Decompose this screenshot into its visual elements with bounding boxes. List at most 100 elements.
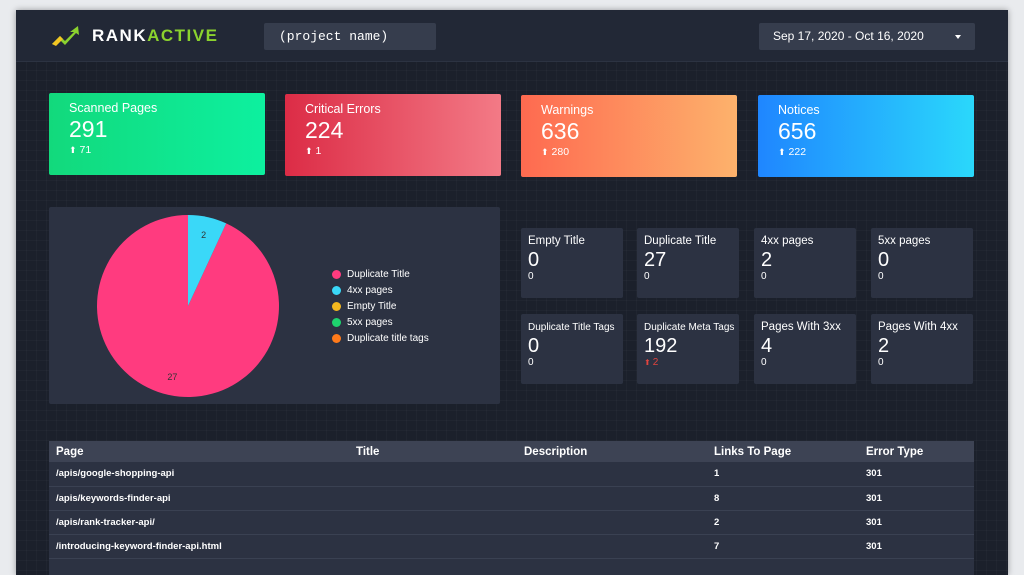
stat-card-critical-errors[interactable]: Critical Errors 224 ⬆ 1 [285,94,501,176]
legend-label: 4xx pages [347,285,393,297]
metric-sub: 0 [878,271,884,282]
metric-label: 4xx pages [761,235,814,247]
pages-table-panel: Page Title Description Links To Page Err… [49,441,974,575]
metric-value: 0 [878,249,890,271]
cell-description [517,510,707,535]
metric-sub: 0 [878,357,884,368]
legend-swatch [332,286,341,296]
stat-delta: ⬆ 280 [541,146,737,158]
cell-page[interactable]: /apis/google-shopping-api [49,462,349,487]
column-header-page[interactable]: Page [49,441,349,462]
metric-value: 27 [644,249,667,271]
stat-value: 291 [69,116,108,142]
metric-value: 0 [528,249,540,271]
cell-title [349,534,517,559]
stat-label: Warnings [541,103,594,117]
arrow-up-icon: ⬆ [778,147,786,157]
pie-legend: Duplicate Title 4xx pages Empty Title 5xx p… [332,267,429,346]
column-header-description[interactable]: Description [517,441,707,462]
metric-pages-with-3xx[interactable]: Pages With 3xx 4 0 [754,314,856,384]
metric-value: 192 [644,335,678,357]
metric-sub: 0 [761,271,767,282]
cell-page[interactable]: /apis/rank-tracker-api/ [49,510,349,535]
arrow-up-icon: ⬆ [644,358,651,367]
issues-pie-chart-panel: 27 2 Duplicate Title 4xx pages Empty Title 5… [49,207,500,404]
legend-label: 5xx pages [347,316,393,328]
legend-label: Duplicate Title [347,269,410,281]
cell-description [517,534,707,559]
stat-label: Critical Errors [305,102,381,116]
cell-title [349,486,517,511]
metric-sub: 0 [528,271,534,282]
brand-logo[interactable]: RANKACTIVE [50,24,218,48]
metric-duplicate-title[interactable]: Duplicate Title 27 0 [637,228,739,298]
metric-4xx-pages[interactable]: 4xx pages 2 0 [754,228,856,298]
rising-arrow-logo-icon [52,26,79,46]
arrow-up-icon: ⬆ [305,146,313,156]
stat-value: 636 [541,118,580,144]
pages-table: Page Title Description Links To Page Err… [49,441,974,559]
metric-label: Duplicate Title Tags [528,322,615,333]
stat-card-notices[interactable]: Notices 656 ⬆ 222 [758,95,974,177]
metric-5xx-pages[interactable]: 5xx pages 0 0 [871,228,973,298]
stat-delta-value: 71 [79,144,92,156]
metric-pages-with-4xx[interactable]: Pages With 4xx 2 0 [871,314,973,384]
stat-label: Scanned Pages [69,101,158,115]
stat-card-scanned-pages[interactable]: Scanned Pages 291 ⬆ 71 [49,93,265,175]
table-row[interactable]: /introducing-keyword-finder-api.html 7 3… [49,534,974,559]
legend-label: Duplicate title tags [347,332,429,344]
metric-label: Duplicate Meta Tags [644,322,735,333]
stat-delta-value: 1 [315,145,322,157]
cell-error-type: 301 [859,462,974,487]
column-header-error-type[interactable]: Error Type [859,441,974,462]
metric-sub: 0 [644,271,650,282]
metric-duplicate-meta-tags[interactable]: Duplicate Meta Tags 192 ⬆ 2 [637,314,739,384]
stat-card-warnings[interactable]: Warnings 636 ⬆ 280 [521,95,737,177]
cell-error-type: 301 [859,486,974,511]
arrow-up-icon: ⬆ [541,147,549,157]
column-header-links-to-page[interactable]: Links To Page [707,441,859,462]
table-row[interactable]: /apis/keywords-finder-api 8 301 [49,486,974,511]
legend-item[interactable]: Duplicate Title [332,267,429,283]
cell-error-type: 301 [859,534,974,559]
metric-sub: ⬆ 2 [644,357,739,369]
metric-label: 5xx pages [878,235,931,247]
table-row[interactable]: /apis/rank-tracker-api/ 2 301 [49,510,974,535]
legend-item[interactable]: 5xx pages [332,314,429,330]
brand-name-rank: RANK [92,26,148,45]
brand-name-active: ACTIVE [147,26,219,45]
table-header-row: Page Title Description Links To Page Err… [49,441,974,462]
metric-label: Duplicate Title [644,235,717,247]
pie-data-label: 27 [167,372,177,382]
table-row[interactable]: /apis/google-shopping-api 1 301 [49,462,974,487]
brand-name: RANKACTIVE [92,26,218,46]
metric-value: 2 [761,249,773,271]
metric-duplicate-title-tags[interactable]: Duplicate Title Tags 0 0 [521,314,623,384]
stat-delta-value: 280 [551,146,570,158]
legend-item[interactable]: Duplicate title tags [332,330,429,346]
cell-page[interactable]: /apis/keywords-finder-api [49,486,349,511]
cell-page[interactable]: /introducing-keyword-finder-api.html [49,534,349,559]
stat-delta: ⬆ 222 [778,146,974,158]
pie-slice-4xx-pages[interactable] [188,215,227,306]
metric-value: 2 [878,335,890,357]
date-range-label: Sep 17, 2020 - Oct 16, 2020 [773,29,924,43]
legend-item[interactable]: Empty Title [332,299,429,315]
date-range-picker[interactable]: Sep 17, 2020 - Oct 16, 2020 [759,23,975,50]
stat-value: 656 [778,118,817,144]
metric-value: 0 [528,335,540,357]
metric-sub: 0 [761,357,767,368]
cell-title [349,462,517,487]
column-header-title[interactable]: Title [349,441,517,462]
legend-swatch [332,270,341,280]
metric-empty-title[interactable]: Empty Title 0 0 [521,228,623,298]
legend-item[interactable]: 4xx pages [332,283,429,299]
cell-error-type: 301 [859,510,974,535]
issues-pie-chart: 27 2 [97,215,279,397]
pie-slice-duplicate-title[interactable] [97,215,279,397]
stat-delta: ⬆ 71 [69,144,265,156]
metric-label: Pages With 3xx [761,321,841,333]
stat-value: 224 [305,117,344,143]
project-name-field[interactable]: (project name) [264,23,436,50]
arrow-up-icon: ⬆ [69,145,77,155]
